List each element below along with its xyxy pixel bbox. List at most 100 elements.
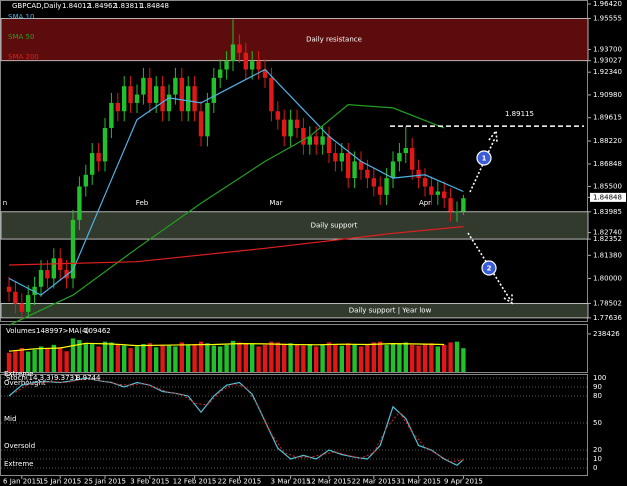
candle-body <box>224 61 229 70</box>
candle-body <box>403 148 408 154</box>
volume-bar <box>109 342 114 372</box>
candle-body <box>250 61 255 70</box>
y-tick-label: 1.85500 <box>593 182 622 190</box>
volume-bar <box>64 351 69 372</box>
candle-body <box>320 136 325 145</box>
candle-body <box>173 77 178 95</box>
volume-bar <box>134 346 140 372</box>
candle-body <box>333 153 338 162</box>
volume-panel-frame <box>0 324 588 373</box>
candle-body <box>77 186 82 220</box>
volume-bar <box>147 343 152 372</box>
volume-bar <box>333 344 338 372</box>
candle-body <box>358 161 364 170</box>
volume-bar <box>224 344 229 372</box>
y-tick-label: 1.95555 <box>593 14 622 22</box>
candle-body <box>115 102 120 112</box>
y-tick-label: 1.96420 <box>593 0 622 8</box>
candle-body <box>352 161 357 179</box>
volume-bar <box>390 343 396 372</box>
candle-body <box>128 86 133 103</box>
x-tick-label: 6 Jan 2015 <box>3 478 41 486</box>
candle-body <box>454 211 460 213</box>
y-tick-label: 1.93027 <box>593 57 622 65</box>
stoch-line <box>15 378 464 463</box>
x-tick-label: 22 Feb 2015 <box>218 478 262 486</box>
candle-body <box>378 186 383 195</box>
zone <box>0 18 589 62</box>
candle-body <box>134 94 140 103</box>
volume-bar <box>397 344 402 372</box>
volume-bar <box>102 341 108 372</box>
candle-body <box>230 44 236 62</box>
volume-bar <box>410 344 415 372</box>
volume-bar <box>77 340 82 372</box>
candle-body <box>38 270 44 287</box>
volume-bar <box>83 343 88 372</box>
sma-line <box>8 68 464 296</box>
volume-bar <box>371 342 376 372</box>
candle-body <box>410 148 415 170</box>
volume-bar <box>339 345 344 372</box>
candle-body <box>422 178 428 187</box>
zone <box>0 303 589 319</box>
candle-body <box>70 219 76 279</box>
y-tick-label: 20 <box>593 446 602 454</box>
volume-bar <box>358 346 364 372</box>
candle-body <box>147 77 152 103</box>
candle-body <box>45 270 50 279</box>
volume-bar <box>307 344 312 372</box>
level-label: Extreme <box>4 370 33 378</box>
candle-body <box>346 153 351 179</box>
marker-label: 2 <box>487 265 492 273</box>
candle-body <box>13 291 18 304</box>
y-tick-label: 1.88220 <box>593 137 622 145</box>
candle-body <box>218 69 223 78</box>
volume-ma-line <box>8 342 445 352</box>
candle-body <box>32 286 37 296</box>
candle-body <box>19 303 24 312</box>
y-tick-label: 100 <box>593 374 606 382</box>
candle-body <box>166 94 172 112</box>
volume-bar <box>384 344 389 372</box>
sma-line <box>8 103 445 326</box>
volume-bar <box>365 344 370 372</box>
volume-bar <box>96 346 101 372</box>
volume-bar <box>326 342 332 372</box>
volume-bar <box>154 347 159 372</box>
y-tick-label: 1.82740 <box>593 229 622 237</box>
candle-body <box>294 119 300 128</box>
candle-body <box>179 77 184 112</box>
header-value: 1.84962 <box>88 2 117 10</box>
y-tick-label: 1.80000 <box>593 274 622 282</box>
candle-body <box>102 127 108 162</box>
y-tick-label: 10 <box>593 455 602 463</box>
candle-body <box>192 86 197 112</box>
volume-bar <box>243 343 248 372</box>
candle-body <box>243 52 248 70</box>
candle-body <box>269 77 274 112</box>
sma-line <box>8 226 464 266</box>
volume-bar <box>38 346 44 372</box>
header-value: 1.84848 <box>140 2 169 10</box>
candle-body <box>96 153 101 162</box>
marker-circle <box>481 260 497 276</box>
volume-bar <box>13 350 18 372</box>
volume-bar <box>179 342 184 372</box>
month-label: Mar <box>269 199 282 207</box>
volume-bar <box>32 349 37 372</box>
legend-entry: SMA 50 <box>8 33 34 41</box>
candle-body <box>186 86 191 112</box>
candle-body <box>371 178 376 187</box>
volume-bar <box>230 340 236 372</box>
volume-bar <box>128 348 133 372</box>
candle-body <box>307 136 312 145</box>
volume-bar <box>250 344 255 372</box>
month-label: Feb <box>136 199 149 207</box>
level-label: Mid <box>4 415 16 423</box>
candle-body <box>154 86 159 103</box>
y-tick-label: 1.93700 <box>593 45 622 53</box>
y-tick-label: 1.92340 <box>593 68 622 76</box>
candle-body <box>288 119 293 137</box>
